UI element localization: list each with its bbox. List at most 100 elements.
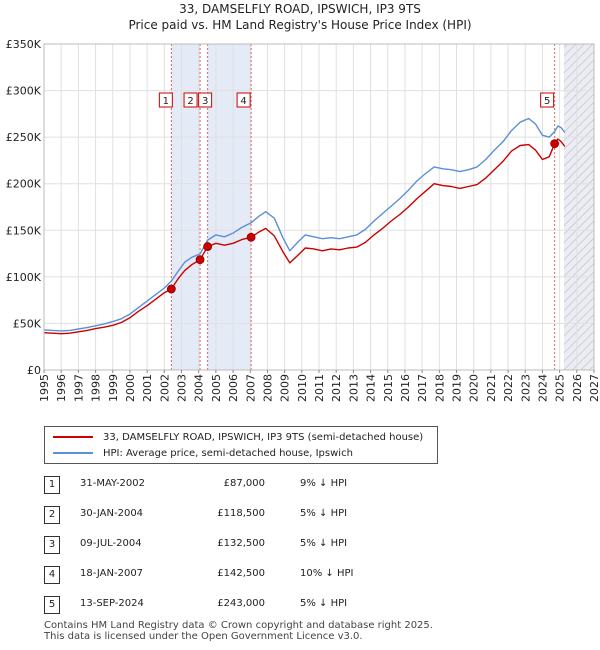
x-tick-label: 2020 xyxy=(468,374,481,402)
sale-marker-box xyxy=(236,92,251,108)
sale-point xyxy=(203,242,213,251)
x-tick-label: 2015 xyxy=(382,374,395,402)
x-tick-label: 2003 xyxy=(176,374,189,402)
x-tick-label: 2014 xyxy=(365,374,378,402)
sale-marker-badge: 3 xyxy=(198,92,213,108)
x-tick-label: 2002 xyxy=(158,374,171,402)
x-tick-label: 2009 xyxy=(279,374,292,402)
x-tick-label: 2004 xyxy=(193,374,206,402)
y-tick-label: £200K xyxy=(6,178,42,191)
hpi-line xyxy=(43,117,566,332)
x-tick-label: 2010 xyxy=(296,374,309,402)
sale-date: 13-SEP-2024 xyxy=(80,598,144,609)
x-tick-label: 2007 xyxy=(244,374,257,402)
y-tick-label: £250K xyxy=(6,131,42,144)
sale-point xyxy=(195,255,205,265)
y-tick-label: £300K xyxy=(6,85,42,98)
sale-date: 30-JAN-2004 xyxy=(80,508,144,519)
sale-marker-label: 3 xyxy=(202,96,208,107)
sale-price: £132,500 xyxy=(217,538,265,549)
x-tick-label: 2021 xyxy=(485,374,498,402)
footer: Contains HM Land Registry data © Crown c… xyxy=(44,620,433,642)
footer-licence: This data is licensed under the Open Gov… xyxy=(44,631,363,642)
sale-hpi-diff: 5% ↓ HPI xyxy=(300,508,348,519)
y-tick-label: £350K xyxy=(6,38,42,51)
x-tick-label: 2005 xyxy=(210,374,223,402)
y-tick-label: £0 xyxy=(27,364,41,377)
x-tick-label: 2006 xyxy=(227,374,240,402)
sale-hpi-diff: 5% ↓ HPI xyxy=(300,598,348,609)
legend-label-property: 33, DAMSELFLY ROAD, IPSWICH, IP3 9TS (se… xyxy=(103,431,424,443)
sale-price: £142,500 xyxy=(217,568,265,579)
x-tick-label: 1998 xyxy=(90,374,103,402)
sale-marker-label: 5 xyxy=(544,96,550,107)
sale-number: 3 xyxy=(44,536,60,554)
legend-label-hpi: HPI: Average price, semi-detached house,… xyxy=(103,447,353,459)
x-tick-label: 2013 xyxy=(347,374,360,402)
sale-hpi-diff: 9% ↓ HPI xyxy=(300,478,348,489)
property-price-line xyxy=(43,138,566,335)
sale-marker-badge: 5 xyxy=(540,92,555,108)
legend: 33, DAMSELFLY ROAD, IPSWICH, IP3 9TS (se… xyxy=(44,426,438,464)
sale-marker-box xyxy=(158,92,173,108)
sale-price: £87,000 xyxy=(223,478,265,489)
sale-number: 1 xyxy=(44,476,60,494)
x-tick-label: 2019 xyxy=(451,374,464,402)
sale-number: 5 xyxy=(44,596,60,614)
table-row: 3 09-JUL-2004 £132,500 5% ↓ HPI xyxy=(0,536,600,554)
y-tick-label: £100K xyxy=(6,271,42,284)
x-tick-label: 2011 xyxy=(313,374,326,402)
footer-copyright: Contains HM Land Registry data © Crown c… xyxy=(44,620,433,631)
x-tick-label: 1996 xyxy=(55,374,68,402)
y-tick-label: £150K xyxy=(6,224,42,237)
sale-point xyxy=(550,139,560,149)
forecast-hatch xyxy=(563,44,594,370)
sale-date: 31-MAY-2002 xyxy=(80,478,146,489)
x-tick-label: 2017 xyxy=(416,374,429,402)
legend-item-hpi: HPI: Average price, semi-detached house,… xyxy=(53,445,353,461)
sale-point xyxy=(166,284,176,294)
x-tick-label: 2001 xyxy=(141,374,154,402)
sale-price: £118,500 xyxy=(217,508,265,519)
table-row: 2 30-JAN-2004 £118,500 5% ↓ HPI xyxy=(0,506,600,524)
x-tick-label: 2022 xyxy=(502,374,515,402)
sale-marker-badge: 2 xyxy=(183,92,198,108)
x-tick-label: 2025 xyxy=(554,374,567,402)
table-row: 1 31-MAY-2002 £87,000 9% ↓ HPI xyxy=(0,476,600,494)
x-tick-label: 2018 xyxy=(433,374,446,402)
sale-date: 18-JAN-2007 xyxy=(80,568,144,579)
sale-marker-label: 4 xyxy=(240,96,246,107)
sale-point xyxy=(246,232,256,242)
sale-marker-label: 1 xyxy=(163,96,169,107)
x-tick-label: 2027 xyxy=(588,374,600,402)
table-row: 5 13-SEP-2024 £243,000 5% ↓ HPI xyxy=(0,596,600,614)
price-chart: 1 2 3 4 5£0£50K£100K£150K£200K£250K£300K£350… xyxy=(6,38,600,402)
x-tick-label: 1997 xyxy=(72,374,85,402)
x-tick-label: 2012 xyxy=(330,374,343,402)
sale-marker-box xyxy=(540,92,555,108)
sale-hpi-diff: 5% ↓ HPI xyxy=(300,538,348,549)
table-row: 4 18-JAN-2007 £142,500 10% ↓ HPI xyxy=(0,566,600,584)
x-tick-label: 2000 xyxy=(124,374,137,402)
x-tick-label: 2023 xyxy=(519,374,532,402)
sale-number: 2 xyxy=(44,506,60,524)
x-tick-label: 2008 xyxy=(261,374,274,402)
sale-price: £243,000 xyxy=(217,598,265,609)
sale-marker-label: 2 xyxy=(187,96,193,107)
y-tick-label: £50K xyxy=(13,317,42,330)
x-tick-label: 2016 xyxy=(399,374,412,402)
legend-item-property: 33, DAMSELFLY ROAD, IPSWICH, IP3 9TS (se… xyxy=(53,429,423,445)
sale-number: 4 xyxy=(44,566,60,584)
x-tick-label: 2026 xyxy=(571,374,584,402)
sale-date: 09-JUL-2004 xyxy=(80,538,142,549)
sale-hpi-diff: 10% ↓ HPI xyxy=(300,568,354,579)
legend-swatch-hpi xyxy=(53,452,93,454)
x-tick-label: 1995 xyxy=(38,374,51,402)
chart-subtitle: Price paid vs. HM Land Registry's House … xyxy=(128,18,472,32)
sale-marker-box xyxy=(183,92,198,108)
x-tick-label: 2024 xyxy=(536,374,549,402)
legend-swatch-property xyxy=(53,436,93,438)
sale-marker-badge: 1 xyxy=(158,92,173,108)
sale-marker-box xyxy=(198,92,213,108)
x-tick-label: 1999 xyxy=(107,374,120,402)
